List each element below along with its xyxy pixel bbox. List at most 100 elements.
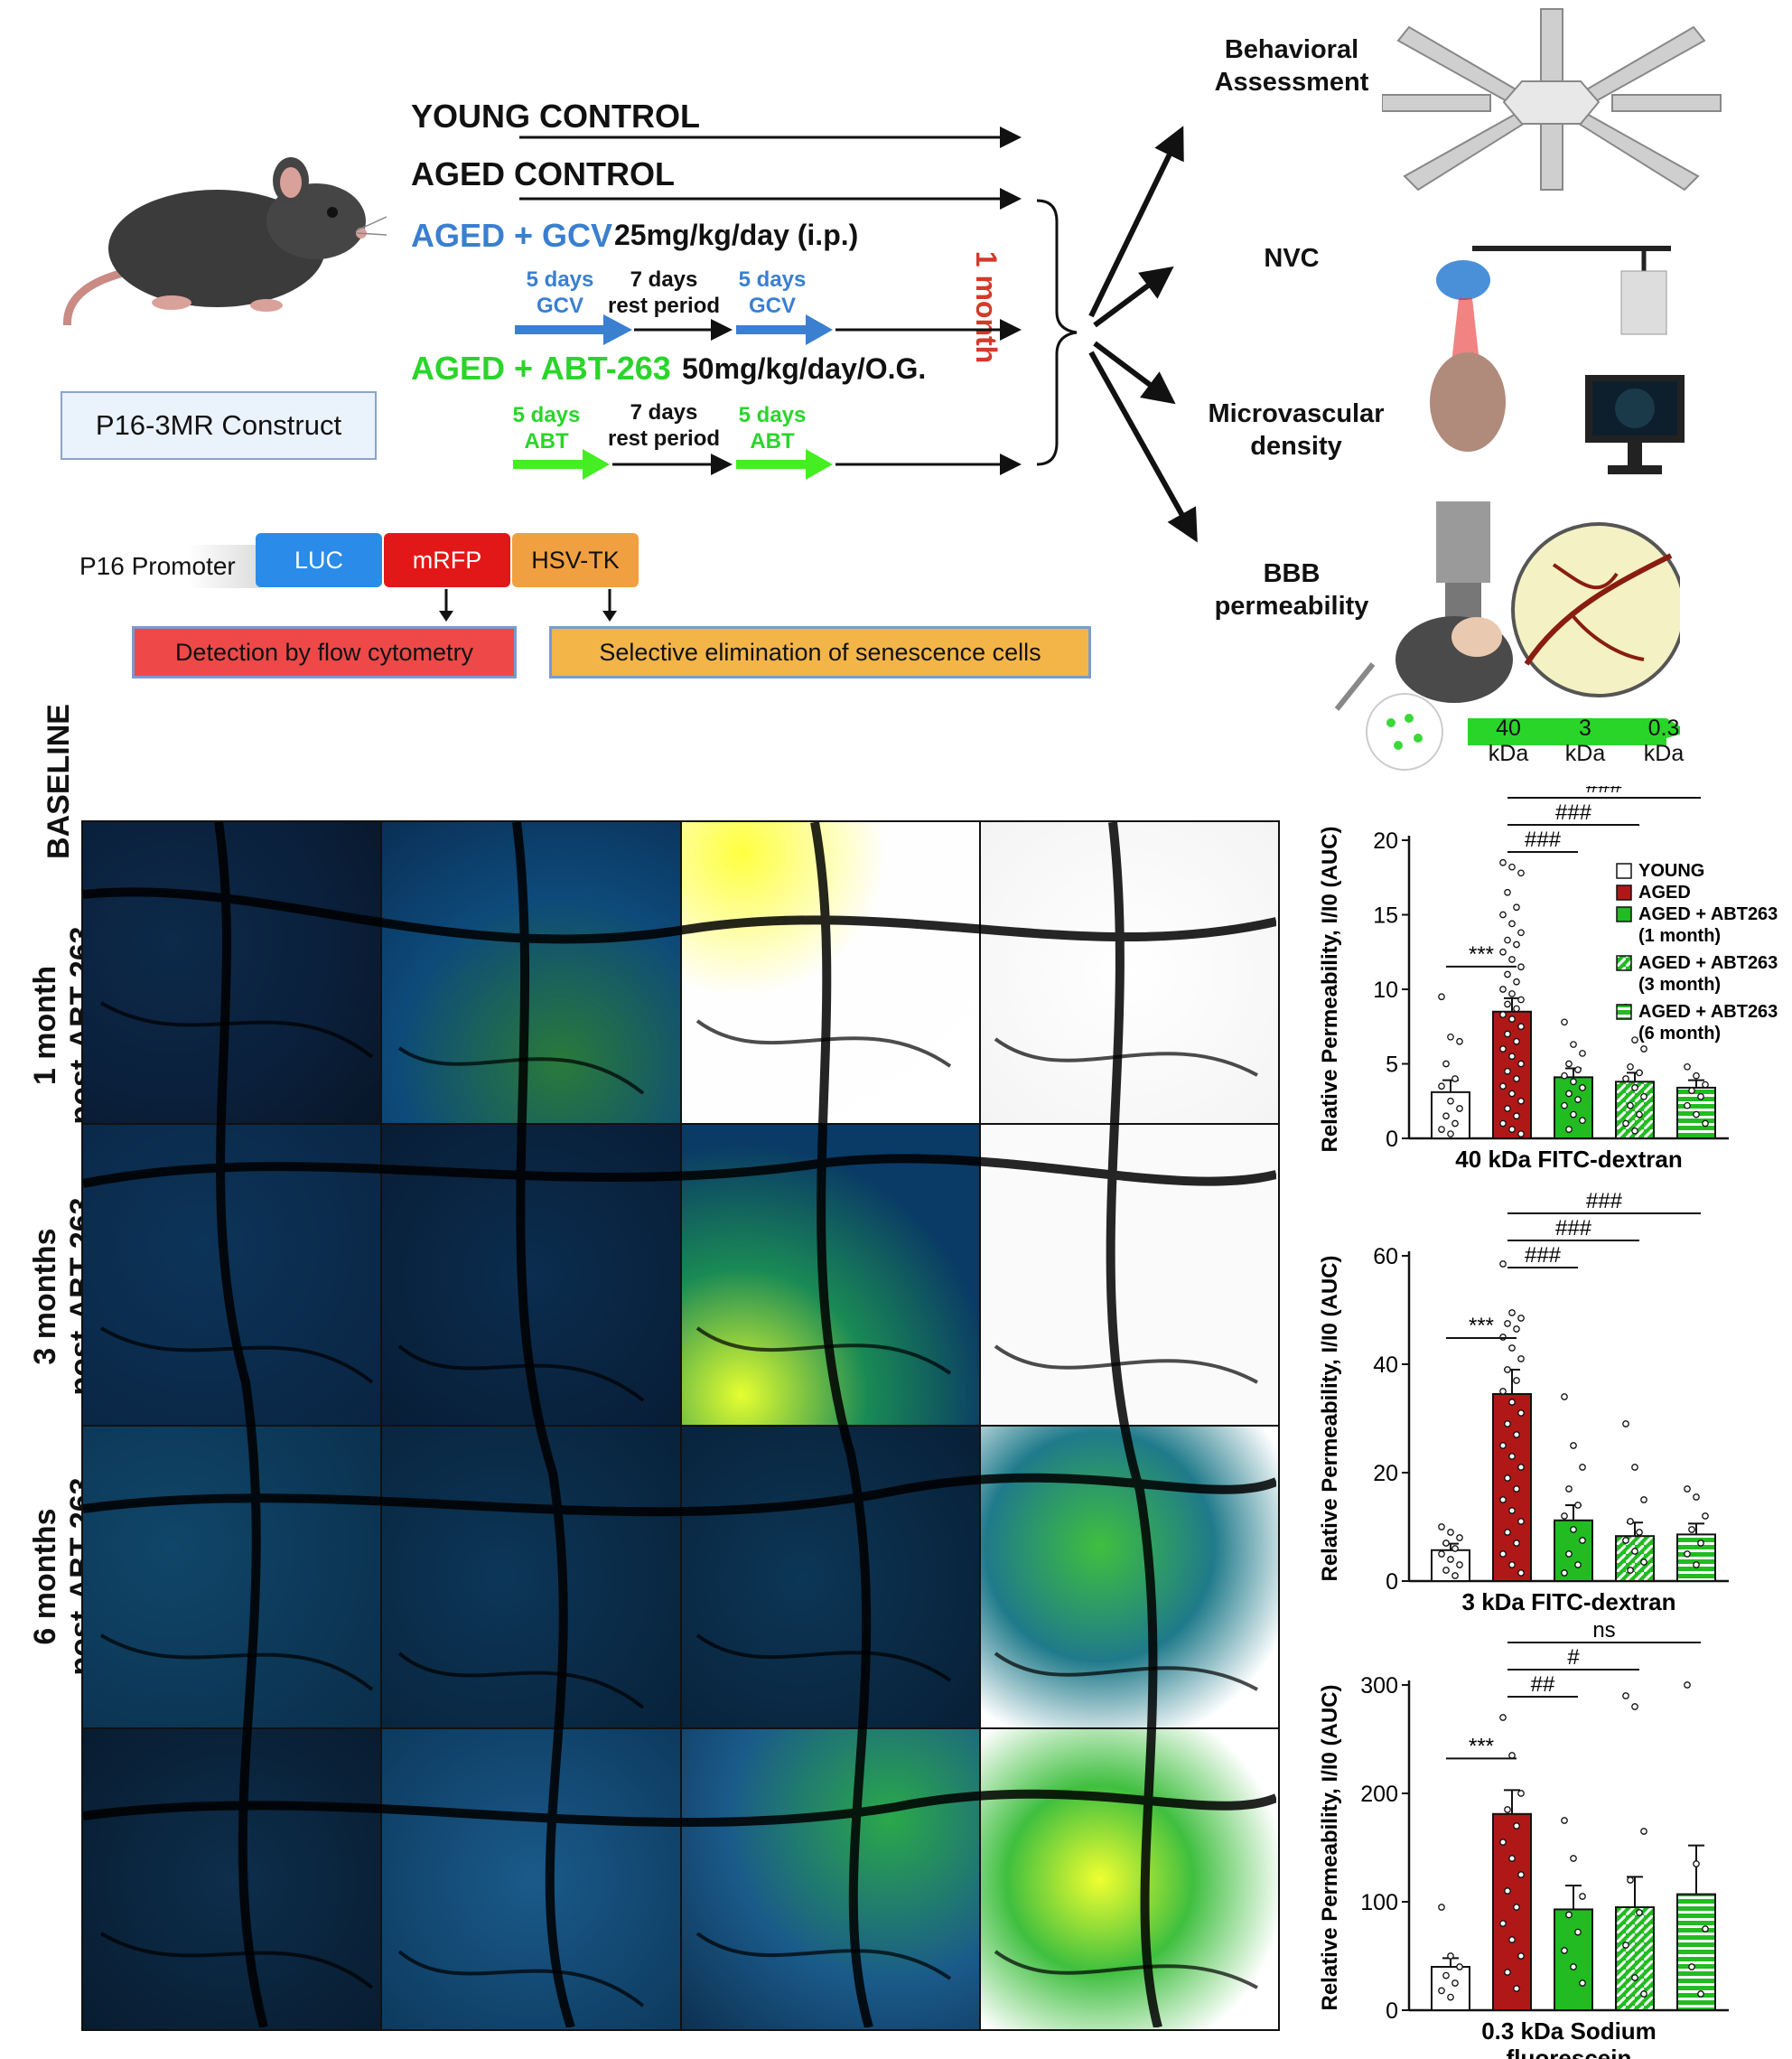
group-gcv-label: AGED + GCV bbox=[411, 217, 613, 254]
data-point bbox=[1447, 1529, 1454, 1536]
data-point bbox=[1504, 1366, 1511, 1373]
data-point bbox=[1438, 1987, 1445, 1995]
data-point bbox=[1693, 1493, 1700, 1501]
y-tick-label: 0 bbox=[1386, 1998, 1398, 2024]
data-point bbox=[1640, 1092, 1647, 1100]
data-point bbox=[1451, 1572, 1459, 1579]
data-point bbox=[1508, 920, 1516, 928]
data-point bbox=[1579, 1050, 1586, 1057]
micrograph-r4c1 bbox=[83, 1728, 381, 2029]
legend-swatch-1 bbox=[1616, 884, 1632, 901]
data-point bbox=[1508, 1399, 1516, 1406]
data-point bbox=[1640, 1828, 1647, 1835]
outcome-behavior-label: Behavioral Assessment bbox=[1214, 35, 1369, 97]
data-point bbox=[1631, 1084, 1638, 1091]
data-point bbox=[1508, 990, 1516, 997]
legend-label-4: (6 month) bbox=[1638, 1024, 1721, 1044]
data-point bbox=[1499, 911, 1507, 919]
data-point bbox=[1579, 1464, 1586, 1471]
construct-arrows bbox=[439, 589, 617, 622]
group-abt-dose: 50mg/kg/day/O.G. bbox=[682, 352, 927, 385]
data-point bbox=[1513, 1822, 1520, 1830]
data-point bbox=[1517, 1060, 1525, 1068]
micrograph-vessel-overlay bbox=[83, 822, 1276, 2027]
data-point bbox=[1640, 1496, 1647, 1503]
legend-label-1: AGED bbox=[1638, 883, 1691, 903]
data-point bbox=[1517, 1952, 1525, 1960]
data-point bbox=[1517, 929, 1525, 937]
data-point bbox=[1517, 1871, 1525, 1878]
abt-block1-label: 5 days ABT bbox=[512, 403, 581, 454]
data-point bbox=[1565, 1911, 1573, 1919]
data-point bbox=[1504, 1969, 1511, 1976]
data-point bbox=[1570, 1526, 1577, 1533]
data-point bbox=[1513, 903, 1520, 912]
data-point bbox=[1640, 1045, 1647, 1053]
micrograph-r4c2 bbox=[382, 1728, 680, 2029]
outcome-nvc-label: NVC bbox=[1264, 244, 1320, 273]
data-point bbox=[1693, 1561, 1700, 1568]
significance-label-0: *** bbox=[1469, 942, 1494, 967]
data-point bbox=[1438, 1082, 1445, 1090]
data-point bbox=[1504, 1030, 1511, 1038]
legend-swatch-0 bbox=[1616, 863, 1632, 879]
data-point bbox=[1504, 1320, 1511, 1327]
data-point bbox=[1513, 978, 1520, 986]
tracer-40-label: 40 kDa bbox=[1488, 716, 1529, 766]
data-point bbox=[1513, 941, 1520, 949]
data-point bbox=[1499, 1714, 1507, 1721]
rest-label-gcv: 7 days rest period bbox=[607, 267, 721, 318]
significance-label-1: ## bbox=[1531, 1672, 1555, 1697]
data-point bbox=[1631, 1703, 1638, 1710]
data-point bbox=[1442, 1540, 1450, 1547]
data-point bbox=[1499, 858, 1507, 866]
outcome-micro-label: Microvascular density bbox=[1208, 399, 1385, 461]
data-point bbox=[1456, 1963, 1463, 1970]
bbb-setup-illustration bbox=[1334, 501, 1680, 771]
data-point bbox=[1438, 1904, 1445, 1911]
data-point bbox=[1579, 1117, 1586, 1125]
data-point bbox=[1499, 1839, 1507, 1846]
data-point bbox=[1447, 1033, 1454, 1041]
abt-block2-label: 5 days ABT bbox=[738, 403, 807, 454]
radial-maze-illustration bbox=[1382, 8, 1722, 192]
y-tick-label: 60 bbox=[1373, 1244, 1398, 1269]
data-point bbox=[1517, 1355, 1525, 1362]
legend-label-2: (1 month) bbox=[1638, 926, 1721, 946]
data-point bbox=[1688, 1526, 1695, 1533]
data-point bbox=[1517, 869, 1525, 877]
tracer-03-label: 0.3 kDa bbox=[1643, 716, 1685, 766]
data-point bbox=[1513, 1325, 1520, 1333]
data-point bbox=[1561, 1817, 1568, 1824]
data-point bbox=[1456, 1561, 1463, 1568]
y-tick-label: 20 bbox=[1373, 1461, 1398, 1486]
data-point bbox=[1517, 1130, 1525, 1137]
group-young-label: YOUNG CONTROL bbox=[411, 98, 700, 135]
significance-label-1: ### bbox=[1525, 828, 1562, 852]
hsvtk-box: HSV-TK bbox=[512, 533, 639, 587]
data-point bbox=[1451, 1119, 1459, 1128]
data-point bbox=[1627, 1876, 1634, 1884]
data-point bbox=[1702, 1512, 1709, 1520]
y-tick-label: 15 bbox=[1373, 903, 1398, 929]
data-point bbox=[1622, 1537, 1629, 1544]
significance-label-2: # bbox=[1567, 1645, 1580, 1670]
data-point bbox=[1499, 1045, 1507, 1053]
data-point bbox=[1447, 1097, 1454, 1105]
data-point bbox=[1442, 1971, 1450, 1979]
data-point bbox=[1513, 1485, 1520, 1493]
data-point bbox=[1697, 1092, 1704, 1100]
group-brace bbox=[1036, 199, 1078, 466]
data-point bbox=[1517, 1097, 1525, 1105]
data-point bbox=[1627, 1567, 1634, 1574]
y-tick-label: 300 bbox=[1360, 1673, 1398, 1699]
micrograph-r1c4 bbox=[980, 822, 1278, 1123]
bar-2 bbox=[1554, 1908, 1593, 2012]
data-point bbox=[1565, 1126, 1573, 1133]
data-point bbox=[1499, 1011, 1507, 1018]
data-point bbox=[1570, 1855, 1577, 1862]
data-point bbox=[1508, 863, 1516, 871]
data-point bbox=[1565, 1550, 1573, 1558]
data-point bbox=[1693, 1072, 1700, 1080]
significance-label-0: *** bbox=[1469, 1734, 1494, 1758]
